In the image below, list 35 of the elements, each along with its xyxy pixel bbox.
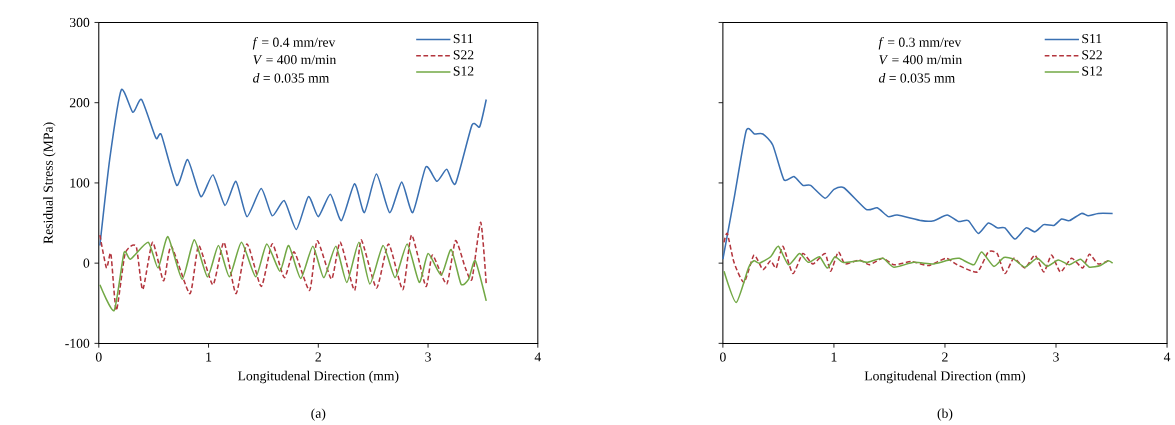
y-tick-label: -100 [65,338,90,348]
x-tick-label: 2 [942,352,948,362]
x-axis-title: Longitudenal Direction (mm) [238,370,399,384]
text: (a) [311,408,326,421]
y-tick-label: 100 [70,178,90,188]
annotation: V = 400 m/min [879,54,962,65]
x-tick-label: 3 [1053,352,1059,362]
line-series [99,235,487,312]
x-tick-label: 1 [206,352,212,362]
x-axis-title: Longitudenal Direction (mm) [864,370,1026,384]
x-tick-label: 2 [315,352,321,362]
annotation: d = 0.035 mm [878,72,955,83]
line-series [99,88,487,247]
y-tick-label: 200 [69,97,90,108]
x-tick-label: 4 [1163,352,1171,362]
legend-label: S11 [1082,33,1102,44]
x-tick-label: 1 [831,352,837,362]
x-tick-label: 3 [425,352,431,362]
line-series [99,221,487,312]
x-tick-label: 0 [720,352,726,362]
annotation: d = 0.035 mm [253,72,330,83]
legend-label: S22 [1082,50,1102,60]
legend-label: S22 [453,50,474,60]
x-tick-label: 0 [95,352,102,362]
legend-label: S11 [453,33,473,44]
annotation: f = 0.4 mm/rev [252,36,336,50]
y-tick-label: 0 [83,258,90,268]
text: (b) [937,408,953,421]
y-tick-label: 300 [69,17,90,27]
annotation: f = 0.3 mm/rev [878,36,962,50]
legend-label: S12 [1082,66,1102,76]
x-tick-label: 4 [534,352,542,362]
legend-label: S12 [453,66,474,76]
y-axis-title: Residual Stress (MPa) [43,122,56,244]
annotation: V = 400 m/min [253,54,337,65]
